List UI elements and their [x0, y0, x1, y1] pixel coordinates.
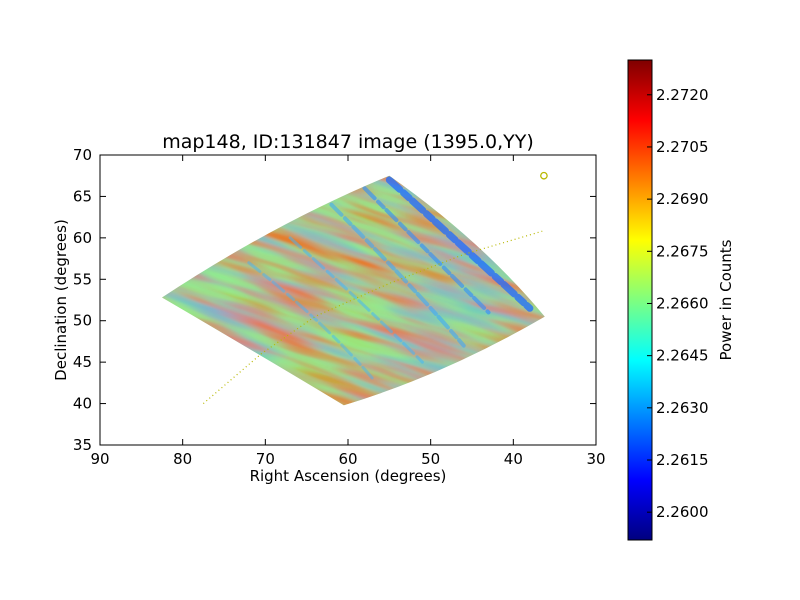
x-tick-label: 50	[421, 450, 440, 468]
chart-title: map148, ID:131847 image (1395.0,YY)	[162, 131, 534, 153]
x-tick-label: 30	[586, 450, 605, 468]
colorbar-tick-label: 2.2630	[656, 399, 709, 417]
source-marker	[540, 171, 548, 180]
colorbar-label: Power in Counts	[717, 239, 735, 360]
y-axis-ticks: 35 40 45 50 55 60 65 70	[73, 146, 596, 454]
y-tick-label: 65	[73, 187, 92, 205]
x-tick-label: 70	[256, 450, 275, 468]
low-power-stripe	[362, 186, 491, 315]
colorbar-ticks: 2.2600 2.2615 2.2630 2.2645 2.2660 2.2675 2.26…	[647, 86, 709, 521]
colorbar: 2.2600 2.2615 2.2630 2.2645 2.2660 2.2675 2.26…	[627, 59, 735, 541]
x-tick-label: 90	[90, 450, 109, 468]
y-axis-label: Declination (degrees)	[52, 219, 70, 381]
x-tick-label: 40	[504, 450, 523, 468]
colorbar-tick-label: 2.2615	[656, 451, 709, 469]
low-power-stripe	[288, 236, 424, 364]
x-tick-label: 80	[173, 450, 192, 468]
colorbar-tick-label: 2.2660	[656, 294, 709, 312]
low-power-stripes	[247, 176, 534, 381]
colorbar-tick-label: 2.2690	[656, 190, 709, 208]
y-tick-label: 50	[73, 312, 92, 330]
low-power-stripe	[247, 261, 375, 381]
x-axis-ticks: 90 80 70 60 50 40 30	[90, 155, 606, 468]
y-tick-label: 45	[73, 353, 92, 371]
colorbar-tick-label: 2.2720	[656, 86, 709, 104]
y-tick-label: 35	[73, 436, 92, 454]
x-axis-label: Right Ascension (degrees)	[250, 467, 447, 485]
y-tick-label: 55	[73, 270, 92, 288]
low-power-stripe	[385, 176, 534, 312]
colorbar-tick-label: 2.2705	[656, 138, 709, 156]
dotted-track	[202, 230, 543, 405]
x-tick-label: 60	[338, 450, 357, 468]
y-tick-label: 40	[73, 395, 92, 413]
y-tick-label: 70	[73, 146, 92, 164]
colorbar-gradient	[627, 59, 653, 541]
colorbar-tick-label: 2.2645	[656, 347, 709, 365]
colorbar-tick-label: 2.2600	[656, 503, 709, 521]
low-power-stripe	[329, 202, 466, 348]
y-tick-label: 60	[73, 229, 92, 247]
colorbar-tick-label: 2.2675	[656, 242, 709, 260]
